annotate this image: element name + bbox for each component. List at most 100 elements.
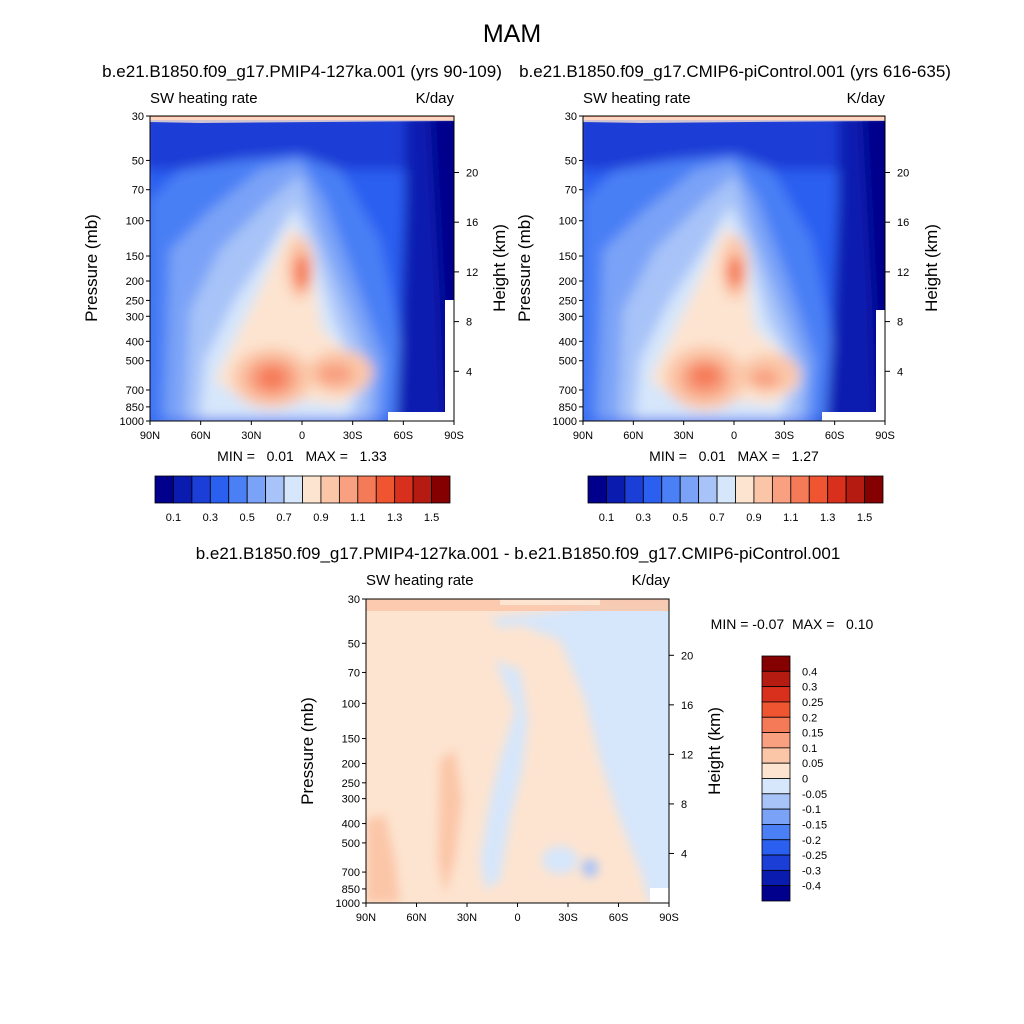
panel-c-2-ytick-label: 250 <box>342 778 360 790</box>
panel-c-colorbar-label: -0.15 <box>802 819 827 831</box>
panel-a-colorbar-swatch <box>302 475 322 504</box>
panel-a-colorbar-label: 1.5 <box>424 512 439 524</box>
panel-c-colorbar-swatch <box>761 762 791 779</box>
panel-a-colorbar-label: 1.1 <box>350 512 365 524</box>
panel-b-1-ytick-label: 400 <box>559 336 577 348</box>
panel-b-1-height-tick-label: 16 <box>897 217 909 229</box>
panel-b-1-ytick-label: 50 <box>565 155 577 167</box>
panel-a-0-xtick-label: 60N <box>191 430 211 442</box>
panel-c-2-xtick-label: 90S <box>659 912 679 924</box>
panel-c-2-ytick-label: 1000 <box>336 898 360 910</box>
panel-a-0-xtick-label: 90N <box>140 430 160 442</box>
panel-b-colorbar-swatch <box>698 475 718 504</box>
panel-b-1-height-tick-label: 12 <box>897 267 909 279</box>
panel-c-colorbar-swatch <box>761 885 791 902</box>
panel-b-1-xtick-label: 30N <box>674 430 694 442</box>
panel-b-colorbar-swatch <box>679 475 700 504</box>
panel-c-colorbar-swatch <box>761 655 791 672</box>
panel-a-colorbar-swatch <box>283 475 303 504</box>
panel-c-2-height-tick-label: 12 <box>681 749 693 761</box>
panel-pmip4: SW heating rate K/day <box>82 90 509 524</box>
panel-c-2-xtick-label: 60N <box>406 912 426 924</box>
panel-b-1-xtick-label: 60S <box>825 430 845 442</box>
panel-c-colorbar-swatch <box>761 778 791 795</box>
panel-b-colorbar-swatch <box>864 475 884 504</box>
panel-c-2-height-tick-label: 20 <box>681 650 693 662</box>
panel-c-2-xtick-label: 90N <box>356 912 376 924</box>
panel-c-field <box>366 599 669 903</box>
panel-a-0-ytick-label: 400 <box>126 336 144 348</box>
panel-c-ylabel-right: Height (km) <box>705 707 724 795</box>
panel-c-colorbar-label: 0.05 <box>802 758 823 770</box>
panel-c-2-xtick-label: 0 <box>514 912 520 924</box>
panel-c-colorbar-swatch <box>761 686 791 703</box>
panel-c-2-xtick-label: 30N <box>457 912 477 924</box>
panel-b-units-label: K/day <box>847 90 886 107</box>
panel-a-0-ytick-label: 200 <box>126 276 144 288</box>
panel-c-colorbar-label: -0.1 <box>802 804 821 816</box>
panel-b-1-ytick-label: 700 <box>559 385 577 397</box>
panel-c-colorbar-label: -0.4 <box>802 881 821 893</box>
panel-a-ylabel-right: Height (km) <box>490 224 509 312</box>
panel-b-ylabel: Pressure (mb) <box>515 214 534 322</box>
panel-b-1-height-tick-label: 4 <box>897 366 903 378</box>
panel-difference: SW heating rate K/day 305070100150200250… <box>298 572 874 924</box>
panel-c-colorbar-label: -0.25 <box>802 850 827 862</box>
panel-c-colorbar-swatch <box>761 701 791 718</box>
panel-a-0-ytick-label: 150 <box>126 251 144 263</box>
panel-c-colorbar-swatch <box>761 747 791 764</box>
panel-b-minmax: MIN = 0.01 MAX = 1.27 <box>649 448 819 464</box>
panel-a-0-height-tick-label: 20 <box>466 167 478 179</box>
panel-c-colorbar-label: -0.2 <box>802 835 821 847</box>
panel-b-colorbar-swatch <box>790 475 810 504</box>
panel-c-variable-label: SW heating rate <box>366 572 474 589</box>
panel-c-2-ytick-label: 850 <box>342 884 360 896</box>
panel-c-colorbar-swatch <box>761 839 791 856</box>
panel-c-colorbar-swatch <box>761 854 791 871</box>
panel-b-colorbar-label: 0.3 <box>636 512 651 524</box>
panel-a-0-ytick-label: 850 <box>126 402 144 414</box>
panel-c-2-ytick-label: 400 <box>342 819 360 831</box>
panel-c-2-height-tick-label: 8 <box>681 799 687 811</box>
panel-b-1-height-tick-label: 8 <box>897 317 903 329</box>
panel-a-colorbar-swatch <box>412 475 432 504</box>
panel-b-colorbar-swatch <box>753 475 773 504</box>
panel-b-colorbar-swatch <box>771 475 792 504</box>
panel-b-1-xtick-label: 90N <box>573 430 593 442</box>
panel-c-colorbar-swatch <box>761 716 791 733</box>
panel-c-2-ytick-label: 700 <box>342 867 360 879</box>
panel-b-colorbar-swatch <box>716 475 736 504</box>
panel-a-colorbar-swatch <box>154 475 174 504</box>
panel-a-colorbar-label: 1.3 <box>387 512 402 524</box>
panel-c-ylabel: Pressure (mb) <box>298 697 317 805</box>
panel-c-colorbar-label: 0.1 <box>802 743 817 755</box>
panel-a-colorbar-swatch <box>357 475 377 504</box>
panel-c-colorbar-label: 0.3 <box>802 682 817 694</box>
panel-a-0-xtick-label: 30S <box>343 430 363 442</box>
panel-a-colorbar-label: 0.5 <box>240 512 255 524</box>
panel-c-2-xtick-label: 30S <box>558 912 578 924</box>
panel-c-minmax: MIN = -0.07 MAX = 0.10 <box>711 616 874 632</box>
panel-a-0-ytick-label: 50 <box>132 155 144 167</box>
panel-c-2-xtick-label: 60S <box>609 912 629 924</box>
panel-a-colorbar-swatch <box>173 475 193 504</box>
panel-a-colorbar-swatch <box>191 475 211 504</box>
panel-a-0-ytick-label: 700 <box>126 385 144 397</box>
panel-c-2-ytick-label: 100 <box>342 698 360 710</box>
panel-a-0-ytick-label: 70 <box>132 185 144 197</box>
panel-b-1-ytick-label: 150 <box>559 251 577 263</box>
panel-c-2-ytick-label: 70 <box>348 667 360 679</box>
panel-b-colorbar-swatch <box>845 475 865 504</box>
panel-b-1-xtick-label: 0 <box>731 430 737 442</box>
panel-a-0-height-tick-label: 8 <box>466 317 472 329</box>
panel-b-1-ytick-label: 850 <box>559 402 577 414</box>
panel-c-colorbar-label: 0.2 <box>802 712 817 724</box>
panel-a-0-xtick-label: 90S <box>444 430 464 442</box>
panel-c-2-ytick-label: 150 <box>342 734 360 746</box>
panel-c-colorbar-label: -0.05 <box>802 789 827 801</box>
panel-a-colorbar-swatch <box>320 475 340 504</box>
panel-c-units-label: K/day <box>632 572 671 589</box>
panel-b-colorbar-label: 1.3 <box>820 512 835 524</box>
panel-a-0-height-tick-label: 12 <box>466 267 478 279</box>
